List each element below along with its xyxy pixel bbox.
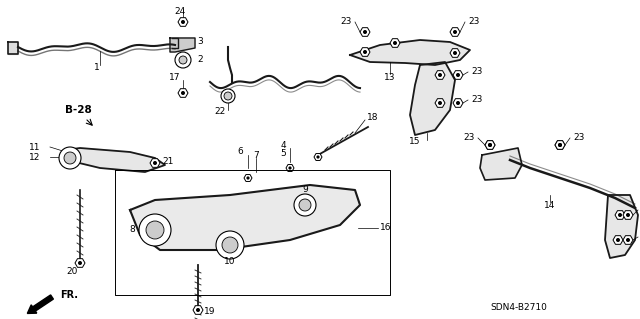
Circle shape <box>488 143 492 147</box>
Text: 3: 3 <box>197 38 203 47</box>
Ellipse shape <box>294 194 316 216</box>
Circle shape <box>78 261 82 265</box>
FancyArrow shape <box>28 295 53 314</box>
Circle shape <box>453 30 457 34</box>
Text: 1: 1 <box>94 63 100 72</box>
Polygon shape <box>480 148 522 180</box>
Circle shape <box>618 213 622 217</box>
Ellipse shape <box>224 92 232 100</box>
Circle shape <box>558 143 562 147</box>
Text: 24: 24 <box>174 7 186 16</box>
Text: 17: 17 <box>169 72 180 81</box>
Circle shape <box>246 176 250 180</box>
Text: 7: 7 <box>253 151 259 160</box>
Text: 23: 23 <box>471 68 483 77</box>
Text: 23: 23 <box>471 95 483 105</box>
Text: 14: 14 <box>544 201 556 210</box>
Text: 16: 16 <box>380 224 392 233</box>
Text: 8: 8 <box>129 226 135 234</box>
Text: 23: 23 <box>340 18 352 26</box>
Ellipse shape <box>216 231 244 259</box>
Text: 23: 23 <box>573 133 584 143</box>
Polygon shape <box>170 38 195 52</box>
Polygon shape <box>130 185 360 250</box>
Text: 9: 9 <box>302 186 308 195</box>
Circle shape <box>456 73 460 77</box>
Circle shape <box>363 30 367 34</box>
Circle shape <box>153 161 157 165</box>
Text: 5: 5 <box>280 149 286 158</box>
Circle shape <box>558 143 562 147</box>
Ellipse shape <box>146 221 164 239</box>
Ellipse shape <box>64 152 76 164</box>
Circle shape <box>438 101 442 105</box>
Text: B-28: B-28 <box>65 105 92 115</box>
Text: 20: 20 <box>67 268 77 277</box>
Text: 23: 23 <box>468 18 479 26</box>
Text: 4: 4 <box>280 140 286 150</box>
Polygon shape <box>8 42 18 54</box>
Text: 11: 11 <box>29 143 40 152</box>
Polygon shape <box>605 195 638 258</box>
Ellipse shape <box>222 237 238 253</box>
Circle shape <box>196 308 200 312</box>
Ellipse shape <box>59 147 81 169</box>
Polygon shape <box>66 148 165 172</box>
Circle shape <box>393 41 397 45</box>
Polygon shape <box>350 40 470 65</box>
Circle shape <box>181 20 185 24</box>
Circle shape <box>616 238 620 242</box>
Text: 6: 6 <box>237 147 243 157</box>
Circle shape <box>488 143 492 147</box>
Circle shape <box>289 167 292 170</box>
Circle shape <box>626 213 630 217</box>
Circle shape <box>316 155 319 159</box>
Ellipse shape <box>299 199 311 211</box>
Ellipse shape <box>179 56 187 64</box>
Circle shape <box>456 101 460 105</box>
Ellipse shape <box>175 52 191 68</box>
Text: 19: 19 <box>204 308 216 316</box>
Text: 2: 2 <box>197 56 203 64</box>
Ellipse shape <box>139 214 171 246</box>
Circle shape <box>626 238 630 242</box>
Text: 21: 21 <box>162 158 173 167</box>
Text: 10: 10 <box>224 257 236 266</box>
Circle shape <box>453 51 457 55</box>
Text: SDN4-B2710: SDN4-B2710 <box>490 303 547 313</box>
Text: FR.: FR. <box>60 290 78 300</box>
Polygon shape <box>410 62 455 135</box>
Text: 12: 12 <box>29 152 40 161</box>
Text: 15: 15 <box>409 137 420 146</box>
Text: 18: 18 <box>367 114 378 122</box>
Text: 23: 23 <box>463 133 475 143</box>
Circle shape <box>363 50 367 54</box>
Text: 13: 13 <box>384 73 396 83</box>
Circle shape <box>438 73 442 77</box>
Text: 22: 22 <box>214 108 226 116</box>
Ellipse shape <box>221 89 235 103</box>
Circle shape <box>181 91 185 95</box>
